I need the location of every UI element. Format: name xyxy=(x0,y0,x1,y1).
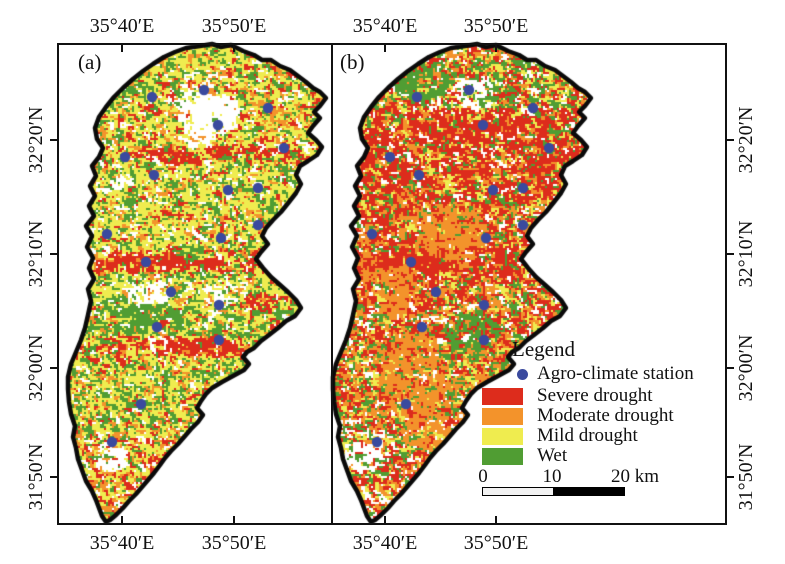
scale-bar-labels: 0 10 20 km xyxy=(478,466,727,487)
legend-swatch xyxy=(482,387,523,405)
legend-swatch xyxy=(482,427,523,445)
legend: Legend Agro-climate station Severe droug… xyxy=(478,336,727,496)
axis-label: 32°10′N xyxy=(735,220,757,288)
scale-bar-label: 20 km xyxy=(610,466,660,487)
axis-label: 32°00′N xyxy=(735,334,757,402)
axis-label: 32°20′N xyxy=(25,106,47,174)
axis-label: 31°50′N xyxy=(735,443,757,511)
legend-class-row: Mild drought xyxy=(482,425,727,446)
axis-tick xyxy=(50,139,57,141)
axis-tick xyxy=(233,516,235,523)
axis-label: 32°00′N xyxy=(25,334,47,402)
axis-label: 32°20′N xyxy=(735,106,757,174)
axis-label: 35°50′E xyxy=(463,15,529,37)
axis-label: 35°40′E xyxy=(89,532,155,554)
panel-a-label: (a) xyxy=(78,50,102,74)
legend-class-row: Severe drought xyxy=(482,385,727,406)
axis-tick xyxy=(384,516,386,523)
axis-tick xyxy=(384,45,386,52)
legend-class-label: Severe drought xyxy=(537,385,653,406)
axis-tick xyxy=(727,476,734,478)
legend-station-row: Agro-climate station xyxy=(482,362,727,386)
legend-class-label: Mild drought xyxy=(537,425,638,446)
panel-divider xyxy=(331,43,333,525)
axis-label: 35°50′E xyxy=(463,532,529,554)
station-dot-icon xyxy=(517,368,528,380)
axis-label: 35°40′E xyxy=(352,15,418,37)
axis-tick xyxy=(50,476,57,478)
axis-label: 35°50′E xyxy=(201,532,267,554)
axis-tick xyxy=(727,139,734,141)
legend-classes: Severe drought Moderate drought Mild droug… xyxy=(482,385,727,466)
axis-tick xyxy=(233,45,235,52)
map-frame xyxy=(57,43,727,525)
axis-tick xyxy=(495,516,497,523)
scale-bar-segment xyxy=(553,487,625,496)
axis-tick xyxy=(121,516,123,523)
legend-title: Legend xyxy=(512,337,575,361)
axis-label: 31°50′N xyxy=(25,443,47,511)
axis-label: 32°10′N xyxy=(25,220,47,288)
scale-bar-label: 10 xyxy=(542,466,562,487)
axis-label: 35°40′E xyxy=(89,15,155,37)
scale-bar-segment xyxy=(482,487,554,496)
axis-tick xyxy=(727,253,734,255)
axis-tick xyxy=(50,253,57,255)
legend-class-label: Wet xyxy=(537,445,568,466)
legend-swatch xyxy=(482,407,523,425)
legend-class-row: Wet xyxy=(482,445,727,466)
axis-label: 35°40′E xyxy=(352,532,418,554)
legend-swatch xyxy=(482,447,523,465)
legend-class-row: Moderate drought xyxy=(482,405,727,426)
scale-bar xyxy=(482,487,727,496)
axis-tick xyxy=(727,367,734,369)
axis-tick xyxy=(495,45,497,52)
legend-class-label: Moderate drought xyxy=(537,405,674,426)
axis-label: 35°50′E xyxy=(201,15,267,37)
axis-tick xyxy=(50,367,57,369)
axis-tick xyxy=(121,45,123,52)
panel-b-label: (b) xyxy=(340,50,365,74)
station-label: Agro-climate station xyxy=(537,363,694,384)
scale-bar-label: 0 xyxy=(478,466,488,487)
